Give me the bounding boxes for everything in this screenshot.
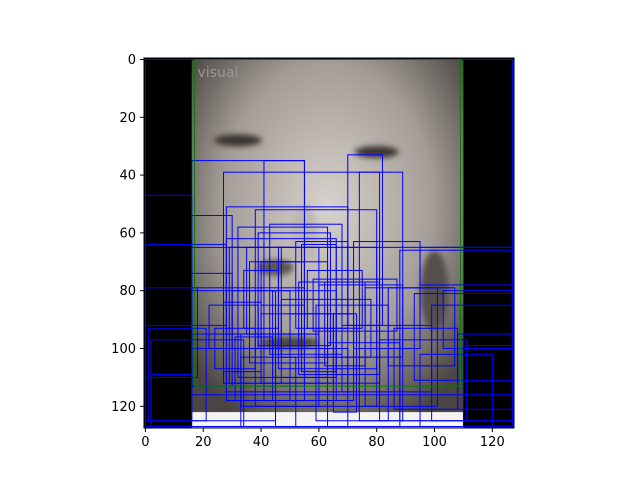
x-tick-label: 60	[311, 435, 328, 450]
y-tick-label: 80	[119, 284, 136, 299]
bounding-box	[240, 356, 297, 428]
y-tick-label: 120	[111, 400, 136, 415]
bounding-box	[144, 287, 198, 378]
x-tick-label: 120	[480, 435, 505, 450]
bounding-box	[312, 278, 398, 332]
y-tick-label: 100	[111, 342, 136, 357]
bounding-box	[419, 353, 493, 428]
bounding-box	[263, 160, 305, 402]
bounding-box	[208, 304, 259, 350]
y-tick-label: 20	[119, 111, 136, 126]
box-layer	[144, 58, 514, 428]
x-tick-label: 40	[253, 435, 270, 450]
x-tick-label: 0	[141, 435, 149, 450]
y-tick-label: 40	[119, 169, 136, 184]
y-tick-label: 0	[128, 53, 136, 68]
bounding-box	[147, 327, 207, 422]
axes-frame	[143, 57, 515, 429]
x-tick-label: 100	[422, 435, 447, 450]
x-tick-label: 20	[195, 435, 212, 450]
nostrils	[257, 259, 294, 276]
bounding-box	[275, 348, 349, 428]
bounding-box	[306, 269, 363, 329]
green-box	[194, 58, 462, 387]
right-eye	[354, 145, 399, 158]
image-layer: visual	[144, 58, 514, 428]
bounding-box	[257, 232, 331, 347]
tick-layer: 0 20 40 60 80 100 120 0 20 40 60 80 100 120	[111, 53, 505, 450]
bounding-box	[419, 246, 514, 286]
bounding-box	[214, 327, 256, 370]
left-eye	[213, 134, 262, 147]
bounding-box	[150, 374, 193, 428]
bounding-box	[269, 223, 343, 355]
bounding-box	[327, 342, 401, 428]
watermark-text: visual	[197, 65, 238, 81]
bounding-box	[387, 287, 456, 367]
y-tick-label: 60	[119, 226, 136, 241]
cheek-shadow	[420, 250, 449, 331]
bounding-box	[243, 269, 279, 329]
bounding-box	[353, 241, 421, 350]
bounding-box	[301, 243, 337, 373]
bounding-box	[442, 290, 514, 350]
bounding-box	[332, 313, 357, 413]
bounding-box	[144, 243, 227, 326]
x-tick-label: 80	[368, 435, 385, 450]
